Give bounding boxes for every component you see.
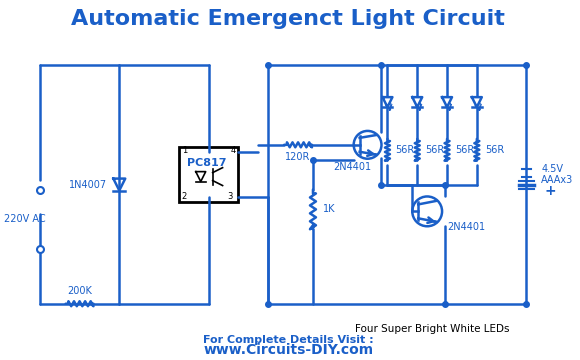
Bar <box>179 147 238 202</box>
Text: 2N4401: 2N4401 <box>334 162 372 172</box>
Text: 56R: 56R <box>425 145 444 155</box>
Text: 3: 3 <box>227 192 233 201</box>
Text: 1K: 1K <box>323 204 335 214</box>
Text: www.Circuits-DIY.com: www.Circuits-DIY.com <box>203 343 373 357</box>
Text: 56R: 56R <box>396 145 415 155</box>
Text: Automatic Emergenct Light Circuit: Automatic Emergenct Light Circuit <box>71 9 505 29</box>
Text: 1: 1 <box>182 146 187 155</box>
Text: For Complete Details Visit :: For Complete Details Visit : <box>203 336 374 346</box>
Text: 220V AC: 220V AC <box>4 214 46 224</box>
Text: 2: 2 <box>182 192 187 201</box>
Text: +: + <box>545 184 556 198</box>
Text: Four Super Bright White LEDs: Four Super Bright White LEDs <box>355 324 509 334</box>
Text: 56R: 56R <box>455 145 474 155</box>
Text: 4.5V
AAAx3: 4.5V AAAx3 <box>541 164 574 185</box>
Text: 120R: 120R <box>285 152 311 162</box>
Text: PC817: PC817 <box>187 158 226 168</box>
Text: 4: 4 <box>230 146 235 155</box>
Text: 200K: 200K <box>67 286 92 296</box>
Text: 1N4007: 1N4007 <box>69 180 107 190</box>
Text: 2N4401: 2N4401 <box>447 222 485 232</box>
Text: 56R: 56R <box>485 145 504 155</box>
